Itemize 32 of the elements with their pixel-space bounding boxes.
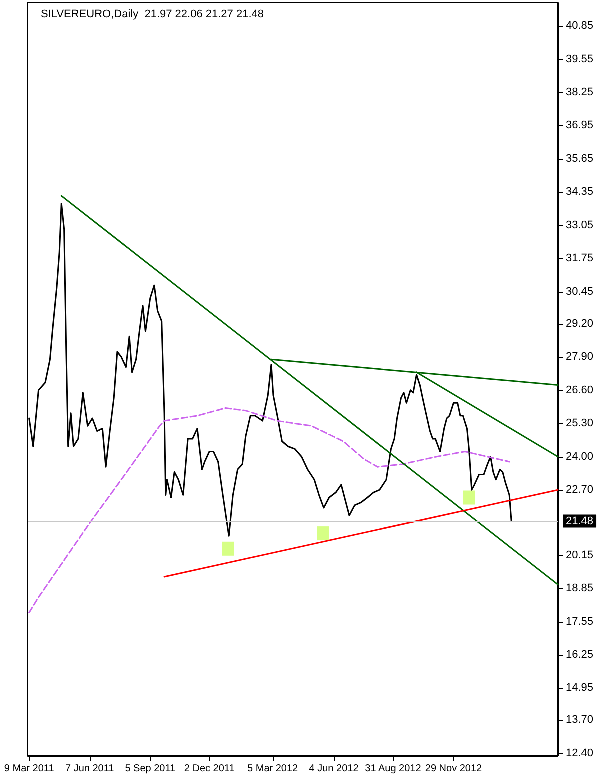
y-tick-label: 36.95 <box>566 120 594 132</box>
y-tick-label: 30.45 <box>566 286 594 298</box>
x-tick-label: 2 Dec 2011 <box>184 764 236 774</box>
x-tick-label: 31 Aug 2012 <box>365 764 422 774</box>
y-tick-label: 40.85 <box>566 20 594 32</box>
y-tick-label: 22.70 <box>566 484 594 496</box>
x-tick-label: 7 Jun 2011 <box>66 764 115 774</box>
y-tick-label: 34.35 <box>566 186 594 198</box>
y-tick-label: 39.55 <box>566 53 594 66</box>
y-tick-label: 14.95 <box>566 682 594 694</box>
y-tick-label: 12.40 <box>566 747 594 760</box>
y-tick-label: 33.05 <box>566 219 594 232</box>
text: SILVEREURO,Daily 21.97 22.06 21.27 21.48 <box>41 8 264 20</box>
y-tick-label: 20.15 <box>566 549 594 562</box>
y-tick-label: 35.65 <box>566 152 594 165</box>
y-tick-label: 17.55 <box>566 616 594 628</box>
y-tick-label: 18.85 <box>566 582 594 595</box>
x-tick-label: 4 Jun 2012 <box>309 764 360 774</box>
x-tick-label: 5 Sep 2011 <box>125 764 176 774</box>
y-tick-label: 29.20 <box>566 318 594 330</box>
y-tick-label: 25.30 <box>566 418 594 430</box>
x-tick-label: 9 Mar 2011 <box>4 764 55 774</box>
y-tick-label: 38.25 <box>566 86 594 98</box>
ref-line-label: 21.48 <box>566 515 594 528</box>
y-tick-label: 24.00 <box>566 450 594 463</box>
x-tick-label: 5 Mar 2012 <box>248 764 299 774</box>
y-tick-label: 26.60 <box>566 384 594 396</box>
x-tick-label: 29 Nov 2012 <box>425 764 483 774</box>
y-tick-label: 31.75 <box>566 252 594 265</box>
y-tick-label: 27.90 <box>566 351 594 364</box>
y-tick-label: 16.25 <box>566 649 594 662</box>
y-tick-label: 13.70 <box>566 714 594 726</box>
